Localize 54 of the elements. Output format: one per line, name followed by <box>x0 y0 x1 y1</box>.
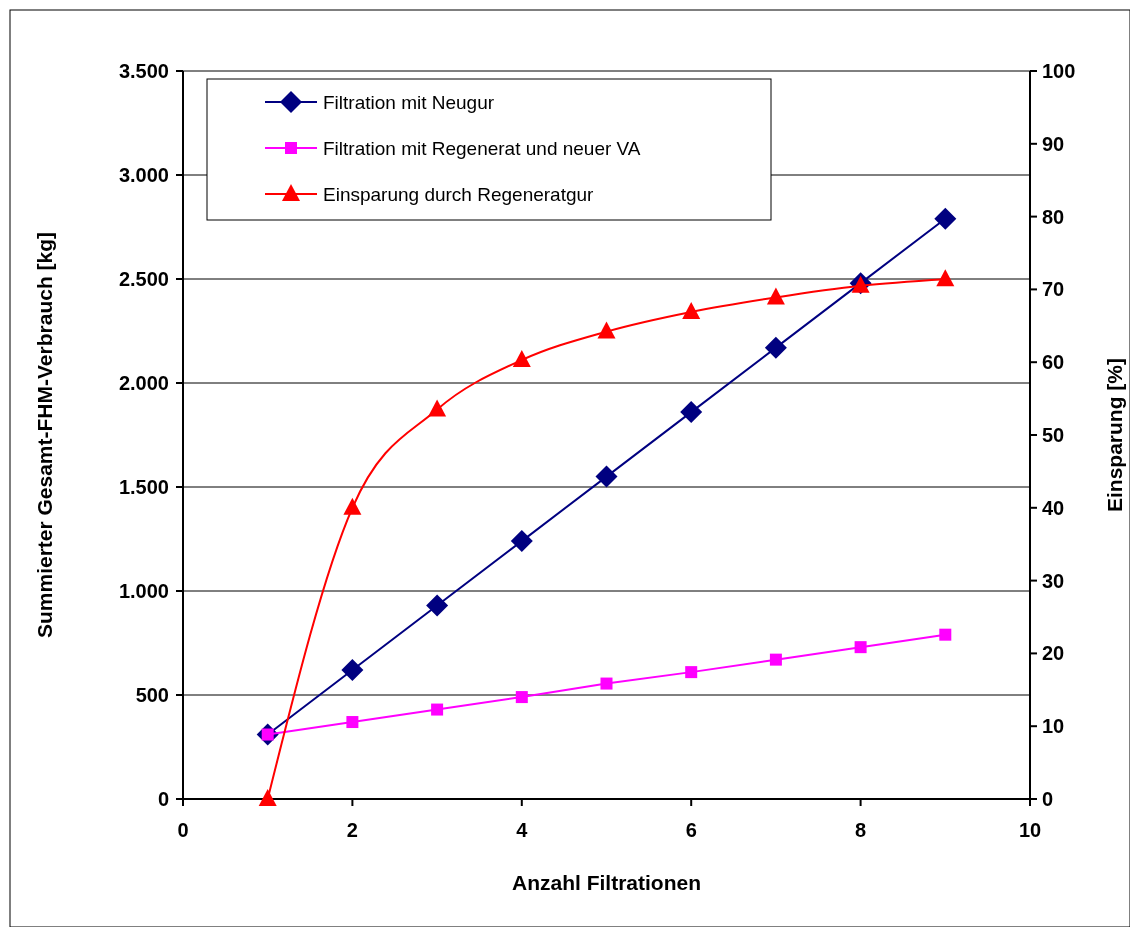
y-tick-label: 2.500 <box>118 268 169 290</box>
point <box>685 666 698 679</box>
point <box>510 530 533 553</box>
x-tick-label: 6 <box>685 819 697 841</box>
y2-tick-label: 100 <box>1042 60 1076 82</box>
y-tick-label: 1.000 <box>118 580 169 602</box>
y-tick-label: 500 <box>135 684 169 706</box>
x-tick-label: 2 <box>346 819 358 841</box>
legend-label: Filtration mit Neugur <box>323 91 495 113</box>
point <box>766 287 785 305</box>
point <box>343 497 362 515</box>
y2-tick-label: 90 <box>1042 132 1065 155</box>
y2-axis-title: Einsparung [%] <box>1103 357 1126 513</box>
point <box>595 465 618 488</box>
y-tick-label: 3.000 <box>118 164 169 186</box>
x-tick-label: 8 <box>855 819 867 841</box>
point <box>769 653 782 666</box>
y-tick-label: 1.500 <box>118 476 169 498</box>
point <box>431 703 444 716</box>
point <box>936 269 955 287</box>
x-tick-label: 4 <box>516 819 529 841</box>
y-tick-label: 0 <box>157 788 169 810</box>
y-tick-label: 2.000 <box>118 372 169 394</box>
point <box>680 401 703 424</box>
point <box>682 301 701 319</box>
y2-tick-label: 10 <box>1042 715 1065 738</box>
point <box>515 691 528 704</box>
y-axis-title: Summierter Gesamt-FHM-Verbrauch [kg] <box>33 231 56 639</box>
y2-tick-label: 30 <box>1042 569 1065 592</box>
point <box>258 789 277 806</box>
y2-tick-label: 40 <box>1042 496 1065 519</box>
point <box>512 350 531 368</box>
point <box>764 336 787 359</box>
point <box>854 641 867 654</box>
legend-label: Einsparung durch Regeneratgur <box>323 183 595 205</box>
y2-tick-label: 20 <box>1042 642 1065 665</box>
point <box>939 628 952 641</box>
y2-tick-label: 50 <box>1042 424 1065 446</box>
y2-tick-label: 0 <box>1042 788 1054 810</box>
point <box>346 716 359 729</box>
point <box>600 677 613 690</box>
point <box>426 594 449 617</box>
y2-tick-label: 70 <box>1042 278 1065 301</box>
point <box>934 207 957 230</box>
x-tick-label: 0 <box>177 819 189 841</box>
point <box>597 321 616 339</box>
y-tick-label: 3.500 <box>118 60 169 82</box>
legend-label: Filtration mit Regenerat und neuer VA <box>323 137 641 159</box>
x-axis-title: Anzahl Filtrationen <box>512 871 701 894</box>
point <box>341 659 364 682</box>
point <box>428 399 447 417</box>
x-tick-label: 10 <box>1018 819 1042 841</box>
y2-tick-label: 60 <box>1042 351 1065 374</box>
y2-tick-label: 80 <box>1042 205 1065 228</box>
